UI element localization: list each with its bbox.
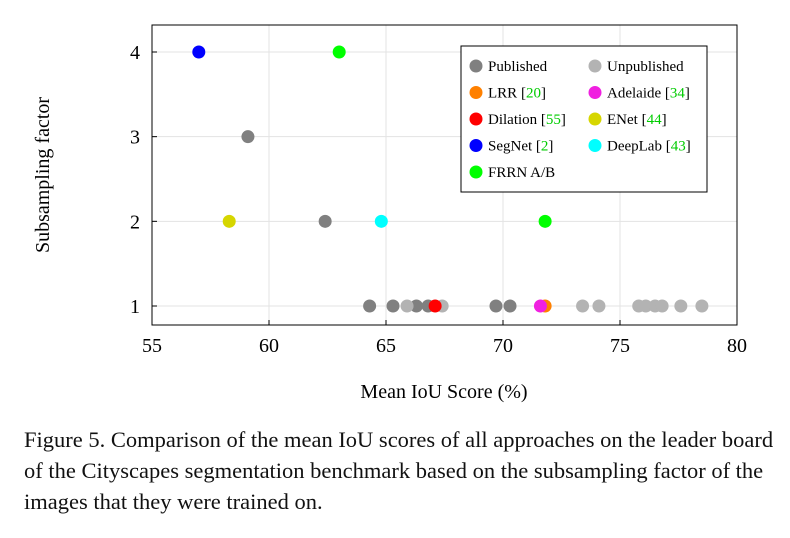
y-tick-label: 3 — [130, 127, 140, 149]
data-point-unpublished — [592, 299, 606, 313]
plot-frame — [151, 24, 738, 326]
data-point-published — [241, 130, 255, 144]
data-point-unpublished — [674, 299, 688, 313]
legend-marker — [588, 139, 602, 152]
x-tick-label: 75 — [610, 335, 630, 357]
x-tick-label: 55 — [142, 335, 162, 357]
figure-caption: Figure 5. Comparison of the mean IoU sco… — [24, 427, 774, 514]
data-point-segnet — [192, 45, 206, 59]
data-point-adelaide — [533, 299, 547, 313]
data-point-unpublished — [400, 299, 414, 313]
legend-label: DeepLab [43] — [607, 139, 691, 155]
data-point-unpublished — [695, 299, 709, 313]
ticks: 55 60 65 70 75 80 1 2 3 4 — [130, 42, 747, 357]
legend: Published Unpublished LRR [20] Adelaide [34… — [460, 45, 708, 193]
legend-marker — [588, 59, 602, 73]
data-point-published — [386, 299, 400, 313]
legend-label: Published — [488, 59, 548, 75]
x-tick-label: 80 — [727, 335, 747, 357]
data-point-published — [318, 214, 332, 228]
data-point-deeplab — [374, 214, 388, 228]
legend-label: ENet [44] — [607, 112, 667, 128]
data-point-unpublished — [639, 299, 653, 313]
points — [192, 45, 709, 313]
y-axis-label: Subsampling factor — [32, 97, 54, 253]
legend-marker — [469, 86, 483, 99]
y-tick-label: 4 — [130, 42, 140, 64]
data-point-frrn-a-b — [538, 214, 552, 228]
legend-label: SegNet [2] — [488, 139, 553, 155]
legend-label: Unpublished — [607, 59, 684, 75]
data-point-enet — [222, 214, 236, 228]
data-point-published — [503, 299, 517, 313]
legend-label: FRRN A/B — [488, 165, 555, 181]
data-point-published — [363, 299, 377, 313]
data-point-frrn-a-b — [332, 45, 346, 59]
legend-marker — [469, 139, 483, 152]
scatter-chart: 55 60 65 70 75 80 1 2 3 4 Mean IoU Score (%) Subs… — [32, 24, 747, 403]
data-point-unpublished — [576, 299, 590, 313]
y-tick-label: 1 — [130, 296, 140, 318]
legend-marker — [469, 112, 483, 126]
data-point-published — [409, 299, 423, 313]
x-tick-label: 65 — [376, 335, 396, 357]
x-tick-label: 60 — [259, 335, 279, 357]
data-point-dilation — [428, 299, 442, 313]
legend-label: Dilation [55] — [488, 112, 566, 128]
y-tick-label: 2 — [130, 211, 140, 233]
x-tick-label: 70 — [493, 335, 513, 357]
x-axis-label: Mean IoU Score (%) — [360, 381, 527, 403]
legend-marker — [588, 112, 602, 126]
data-point-unpublished — [655, 299, 669, 313]
legend-label: LRR [20] — [488, 86, 546, 102]
data-point-published — [489, 299, 503, 313]
legend-marker — [469, 165, 483, 179]
legend-label: Adelaide [34] — [607, 86, 690, 102]
legend-marker — [469, 59, 483, 73]
legend-marker — [588, 86, 602, 99]
